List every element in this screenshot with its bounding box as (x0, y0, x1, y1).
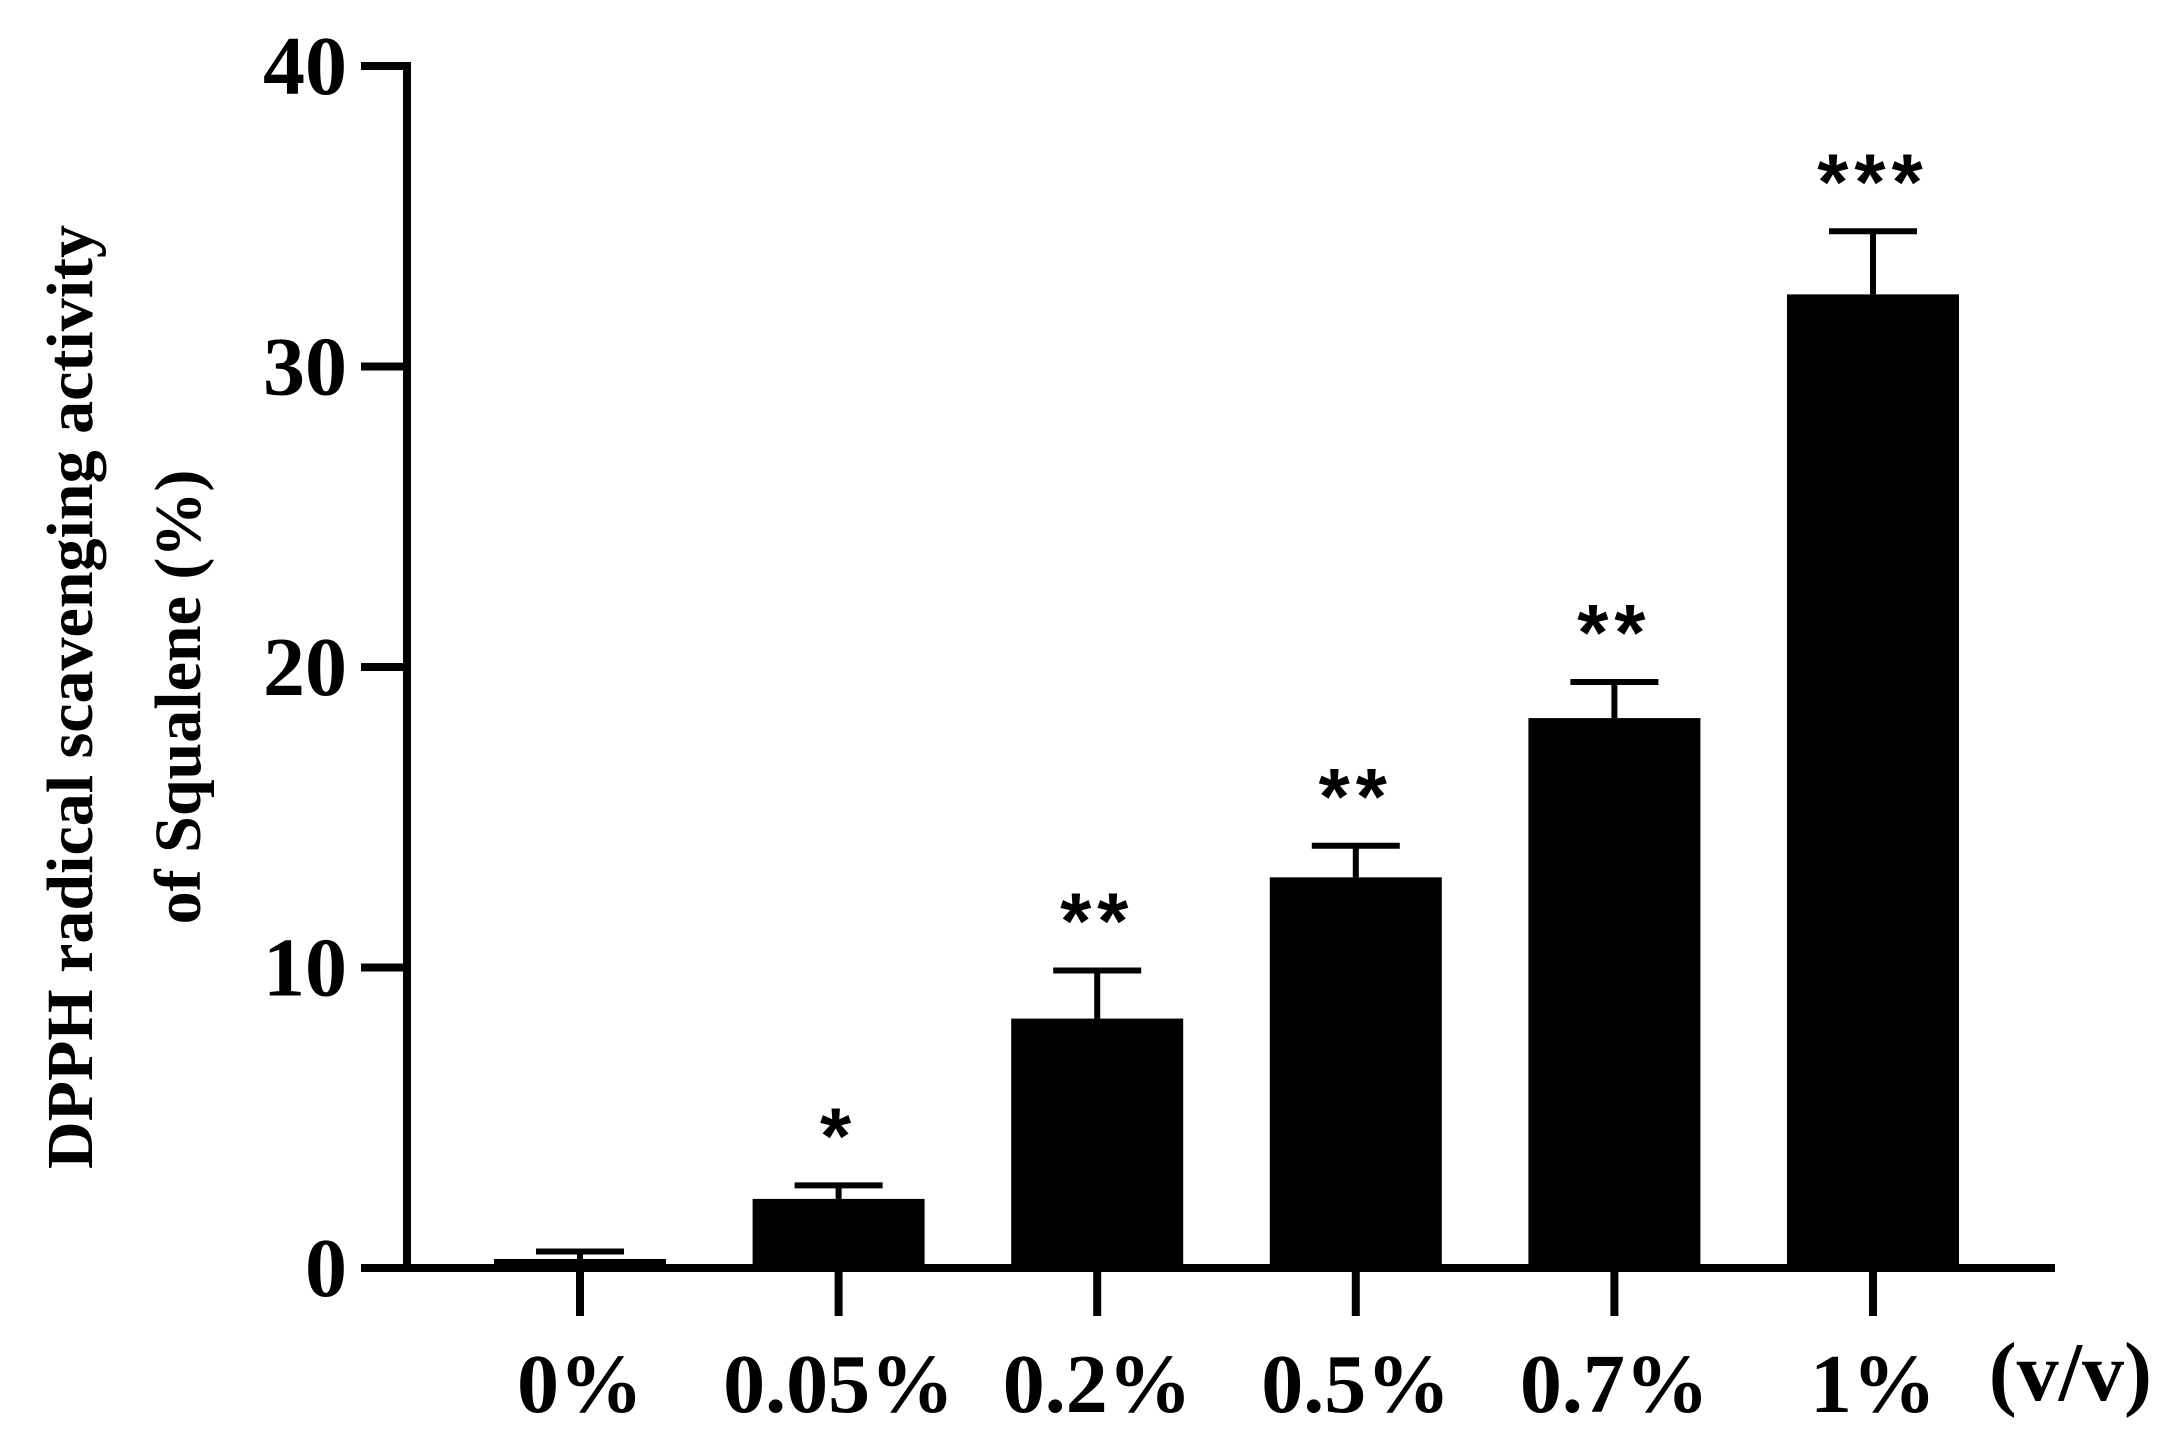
significance-label-1: * (820, 1091, 857, 1180)
x-axis-unit-label: (v/v) (1989, 1326, 2152, 1419)
x-tick-label-1: 0.05% (723, 1338, 954, 1431)
error-bars (536, 228, 1917, 1259)
significance-label-2: ** (1060, 877, 1134, 966)
bar-3 (1269, 877, 1442, 1268)
x-tick-label-4: 0.7% (1520, 1338, 1709, 1431)
bar-4 (1528, 718, 1701, 1268)
x-axis (403, 1264, 2055, 1316)
bar-2 (1011, 1018, 1184, 1268)
bars (494, 294, 1959, 1268)
y-tick-label: 0 (305, 1222, 347, 1315)
y-tick-label: 20 (263, 621, 347, 714)
significance-label-4: ** (1577, 588, 1651, 677)
x-tick-labels: 0% 0.05% 0.2% 0.5% 0.7% 1% (517, 1338, 1936, 1431)
y-axis-label-line-2: of Squalene (%) (142, 470, 215, 925)
y-tick-label: 30 (263, 321, 347, 414)
bar-5 (1787, 294, 1959, 1268)
significance-label-5: *** (1817, 137, 1928, 226)
x-tick-label-2: 0.2% (1003, 1338, 1192, 1431)
bar-1 (752, 1198, 925, 1268)
x-tick-label-0: 0% (517, 1338, 643, 1431)
y-tick-label: 40 (263, 20, 347, 113)
bar-0 (494, 1258, 666, 1268)
x-tick-label-3: 0.5% (1261, 1338, 1450, 1431)
y-axis-label-line-1: DPPH radical scavenging activity (34, 225, 107, 1169)
y-tick-label: 10 (263, 922, 347, 1015)
x-tick-label-5: 1% (1810, 1338, 1936, 1431)
significance-label-3: ** (1319, 752, 1393, 841)
y-axis: 0 10 20 30 40 (263, 20, 411, 1315)
significance-labels: ********** (820, 137, 1928, 1180)
y-axis-label: DPPH radical scavenging activity of Squal… (34, 225, 215, 1169)
